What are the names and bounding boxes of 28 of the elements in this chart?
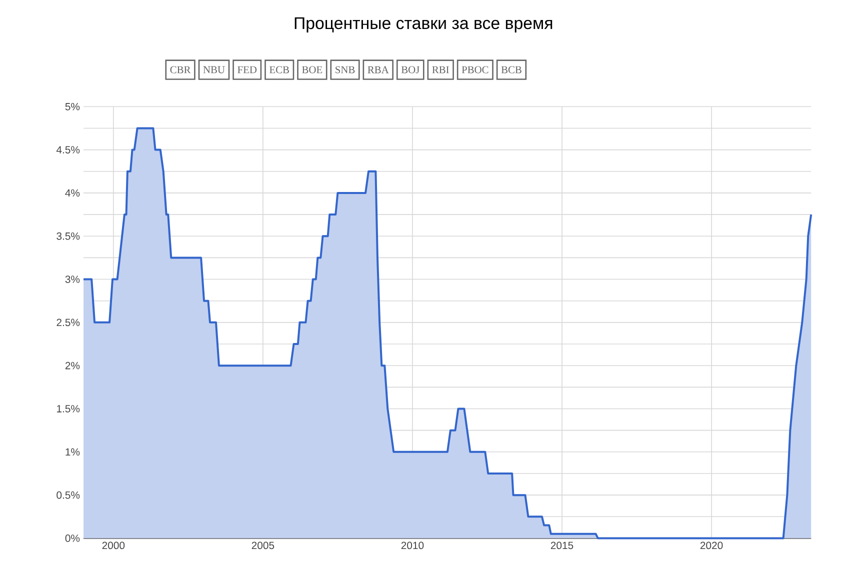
y-tick-label: 1.5% (57, 405, 80, 412)
text: ECB (270, 66, 289, 74)
chart-title: Процентные ставки за все время (294, 17, 552, 32)
text: RBA (368, 66, 389, 74)
y-tick-label: 2.5% (56, 318, 80, 326)
text: BOJ (401, 66, 420, 74)
y-tick-label: 4% (65, 189, 80, 197)
text: CBR (170, 66, 191, 74)
y-tick-label: 2% (65, 362, 80, 370)
y-tick-label: 3% (65, 276, 80, 283)
x-tick-label: 2010 (401, 542, 424, 550)
text: FED (238, 66, 257, 74)
text: NBU (203, 66, 225, 74)
text: BOE (302, 66, 322, 74)
x-tick-label: 2020 (700, 542, 723, 550)
y-tick-label: 0.5% (56, 491, 80, 499)
x-tick-label: 2015 (550, 542, 574, 550)
y-tick-label: 3.5% (56, 232, 80, 240)
text: RBI (432, 66, 449, 74)
text: SNB (336, 66, 355, 74)
y-tick-label: 0% (65, 534, 80, 542)
y-tick-label: 4.5% (56, 146, 80, 154)
text: BCB (501, 66, 522, 74)
y-tick-label: 5% (65, 102, 80, 110)
x-tick-label: 2000 (102, 542, 125, 550)
y-tick-label: 1% (66, 448, 80, 456)
x-tick-label: 2005 (252, 542, 274, 550)
text: PBOC (462, 66, 488, 74)
